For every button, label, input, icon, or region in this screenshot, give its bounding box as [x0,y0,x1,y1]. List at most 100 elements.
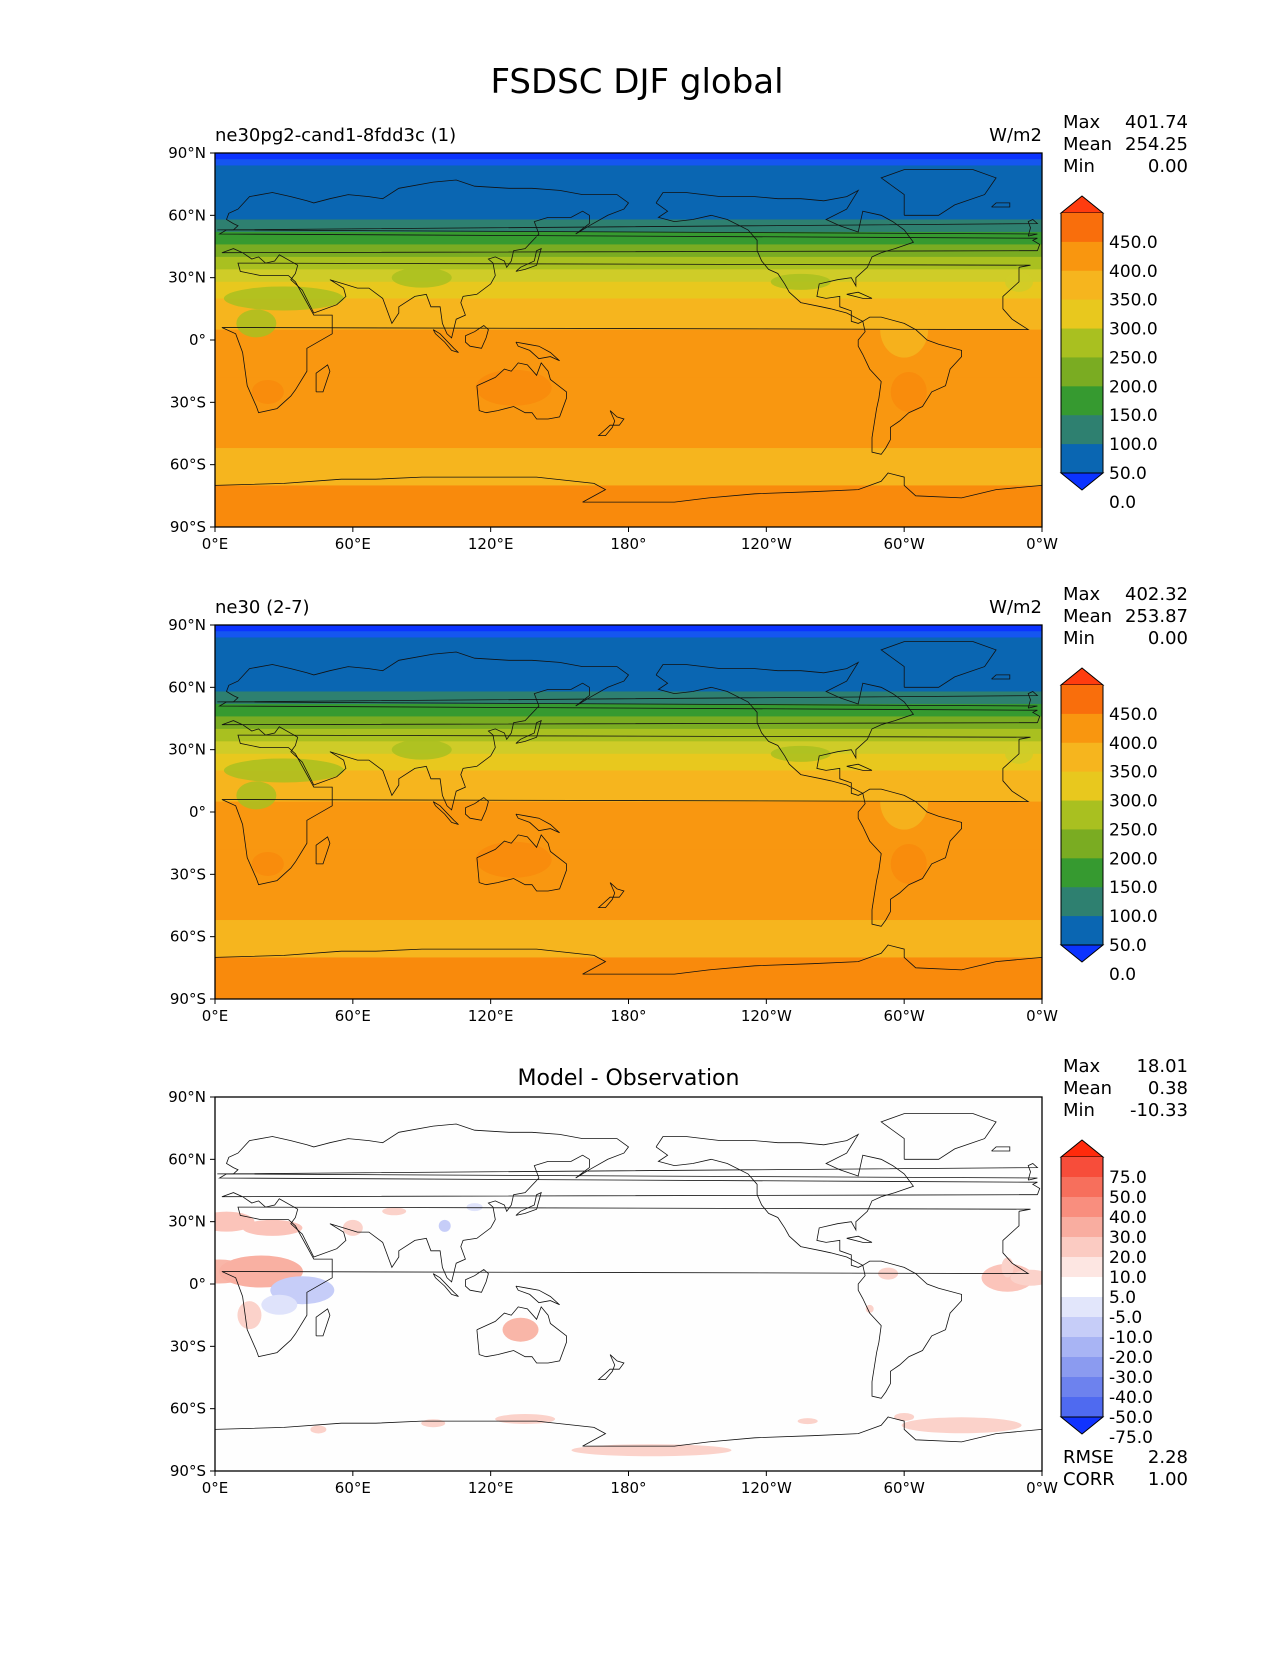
colorbar-tick-label: 5.0 [1109,1288,1136,1308]
colorbar: 75.050.040.030.020.010.05.0-5.0-10.0-20.… [1059,1139,1153,1448]
y-tick-label: 90°S [170,518,206,536]
colorbar-tick-label: 250.0 [1109,820,1158,840]
x-tick-label: 120°W [741,1007,792,1025]
y-tick-label: 90°S [170,990,206,1008]
anomaly-patch [571,1444,732,1457]
coastline [215,1416,1042,1447]
colorbar-segment [1061,858,1103,888]
colorbar-segment [1061,1277,1103,1298]
coastline [515,1285,560,1306]
coastline [476,1306,567,1364]
colorbar-extend-min [1059,944,1105,963]
contour-patch [890,843,927,884]
coastline [857,788,962,927]
y-tick-label: 60°S [170,1400,206,1418]
coastline [515,813,560,834]
colorbar-segment [1061,887,1103,917]
colorbar-segment [1061,1337,1103,1358]
y-tick-label: 90°N [168,1088,206,1106]
panel-test: 0°E 60°E 120°E 180° 120°W 60°W 0°W 90°N 60°N 30°N… [168,112,1188,553]
coastline [432,329,459,353]
contour-patch [251,851,284,876]
coastline [857,1260,962,1399]
anomaly-patch [261,1294,298,1315]
x-tick-label: 180° [610,1479,646,1497]
colorbar-segment [1061,1397,1103,1418]
stat-label: Max [1063,1056,1101,1077]
contour-band [215,728,1042,742]
x-tick-label: 0°E [202,1479,229,1497]
y-tick-label: 90°N [168,616,206,634]
stat-label: Mean [1063,1078,1112,1099]
coastline [515,719,542,744]
contour-band [215,485,1042,527]
contour-band [215,269,1042,283]
coastline [315,364,331,393]
coastline [655,661,915,796]
colorbar-segment [1061,386,1103,416]
colorbar-extend-max [1059,1139,1105,1158]
colorbar-tick-label: 20.0 [1109,1248,1147,1268]
anomaly-patch [237,1301,262,1330]
stat-value: 0.38 [1148,1078,1188,1099]
colorbar-segment [1061,713,1103,744]
contour-band [215,219,1042,233]
stat-value: 401.74 [1125,112,1188,133]
coastline [217,219,1039,237]
colorbar-extend-max [1059,195,1105,214]
contour-band [215,920,1042,959]
x-tick-label: 60°E [335,1007,371,1025]
colorbar-tick-label: 450.0 [1109,705,1158,725]
anomaly-patch [797,1418,818,1425]
anomaly-patch [1010,1269,1042,1286]
contour-band [215,256,1042,270]
stat-label: Mean [1063,606,1112,627]
y-tick-label: 0° [189,331,206,349]
x-tick-label: 60°E [335,535,371,553]
map-background [215,1097,1042,1471]
metric-label: CORR [1063,1469,1115,1490]
panel-difference: 0°E 60°E 120°E 180° 120°W 60°W 0°W 90°N 60°N 30°N… [168,1056,1188,1497]
coastline [432,801,459,825]
contour-band [215,741,1042,755]
colorbar-segment [1061,829,1103,859]
contour-patch [236,309,277,338]
coastline [476,362,567,420]
colorbar-segment [1061,270,1103,301]
stat-value: 0.00 [1148,156,1188,177]
colorbar-segment [1061,357,1103,387]
x-tick-label: 0°W [1026,1479,1058,1497]
coastline [880,641,997,688]
colorbar-tick-label: 100.0 [1109,907,1158,927]
x-tick-label: 180° [610,535,646,553]
colorbar-tick-label: 400.0 [1109,262,1158,282]
colorbar: 450.0 400.0 350.0 300.0 250.0 200.0 150.0 100.0… [1059,667,1158,985]
y-tick-label: 60°N [168,1150,206,1168]
anomaly-patch [466,1203,483,1212]
anomaly-patch [865,1304,874,1313]
contour-patch [475,369,552,406]
colorbar-segment [1061,1217,1103,1238]
colorbar-segment [1061,1197,1103,1218]
coastline [880,169,997,216]
colorbar: 450.0 400.0 350.0 300.0 250.0 200.0 150.0 100.0… [1059,195,1158,513]
contour-band [215,637,1042,693]
coastline [218,651,1041,811]
colorbar-tick-label: 300.0 [1109,792,1158,812]
contour-band [215,625,1042,632]
colorbar-tick-label: -10.0 [1109,1328,1153,1348]
colorbar-tick-label: -50.0 [1109,1408,1153,1428]
contour-patch [223,286,344,311]
colorbar-segment [1061,1297,1103,1318]
colorbar-tick-label: 400.0 [1109,734,1158,754]
colorbar-tick-label: 100.0 [1109,435,1158,455]
coastline [215,472,1042,503]
contour-patch [223,758,344,783]
stat-label: Min [1063,156,1095,177]
x-tick-label: 0°E [202,535,229,553]
coastline [217,691,1039,709]
contour-band [215,716,1042,730]
y-tick-label: 30°S [170,865,206,883]
anomaly-patch [342,1219,363,1236]
